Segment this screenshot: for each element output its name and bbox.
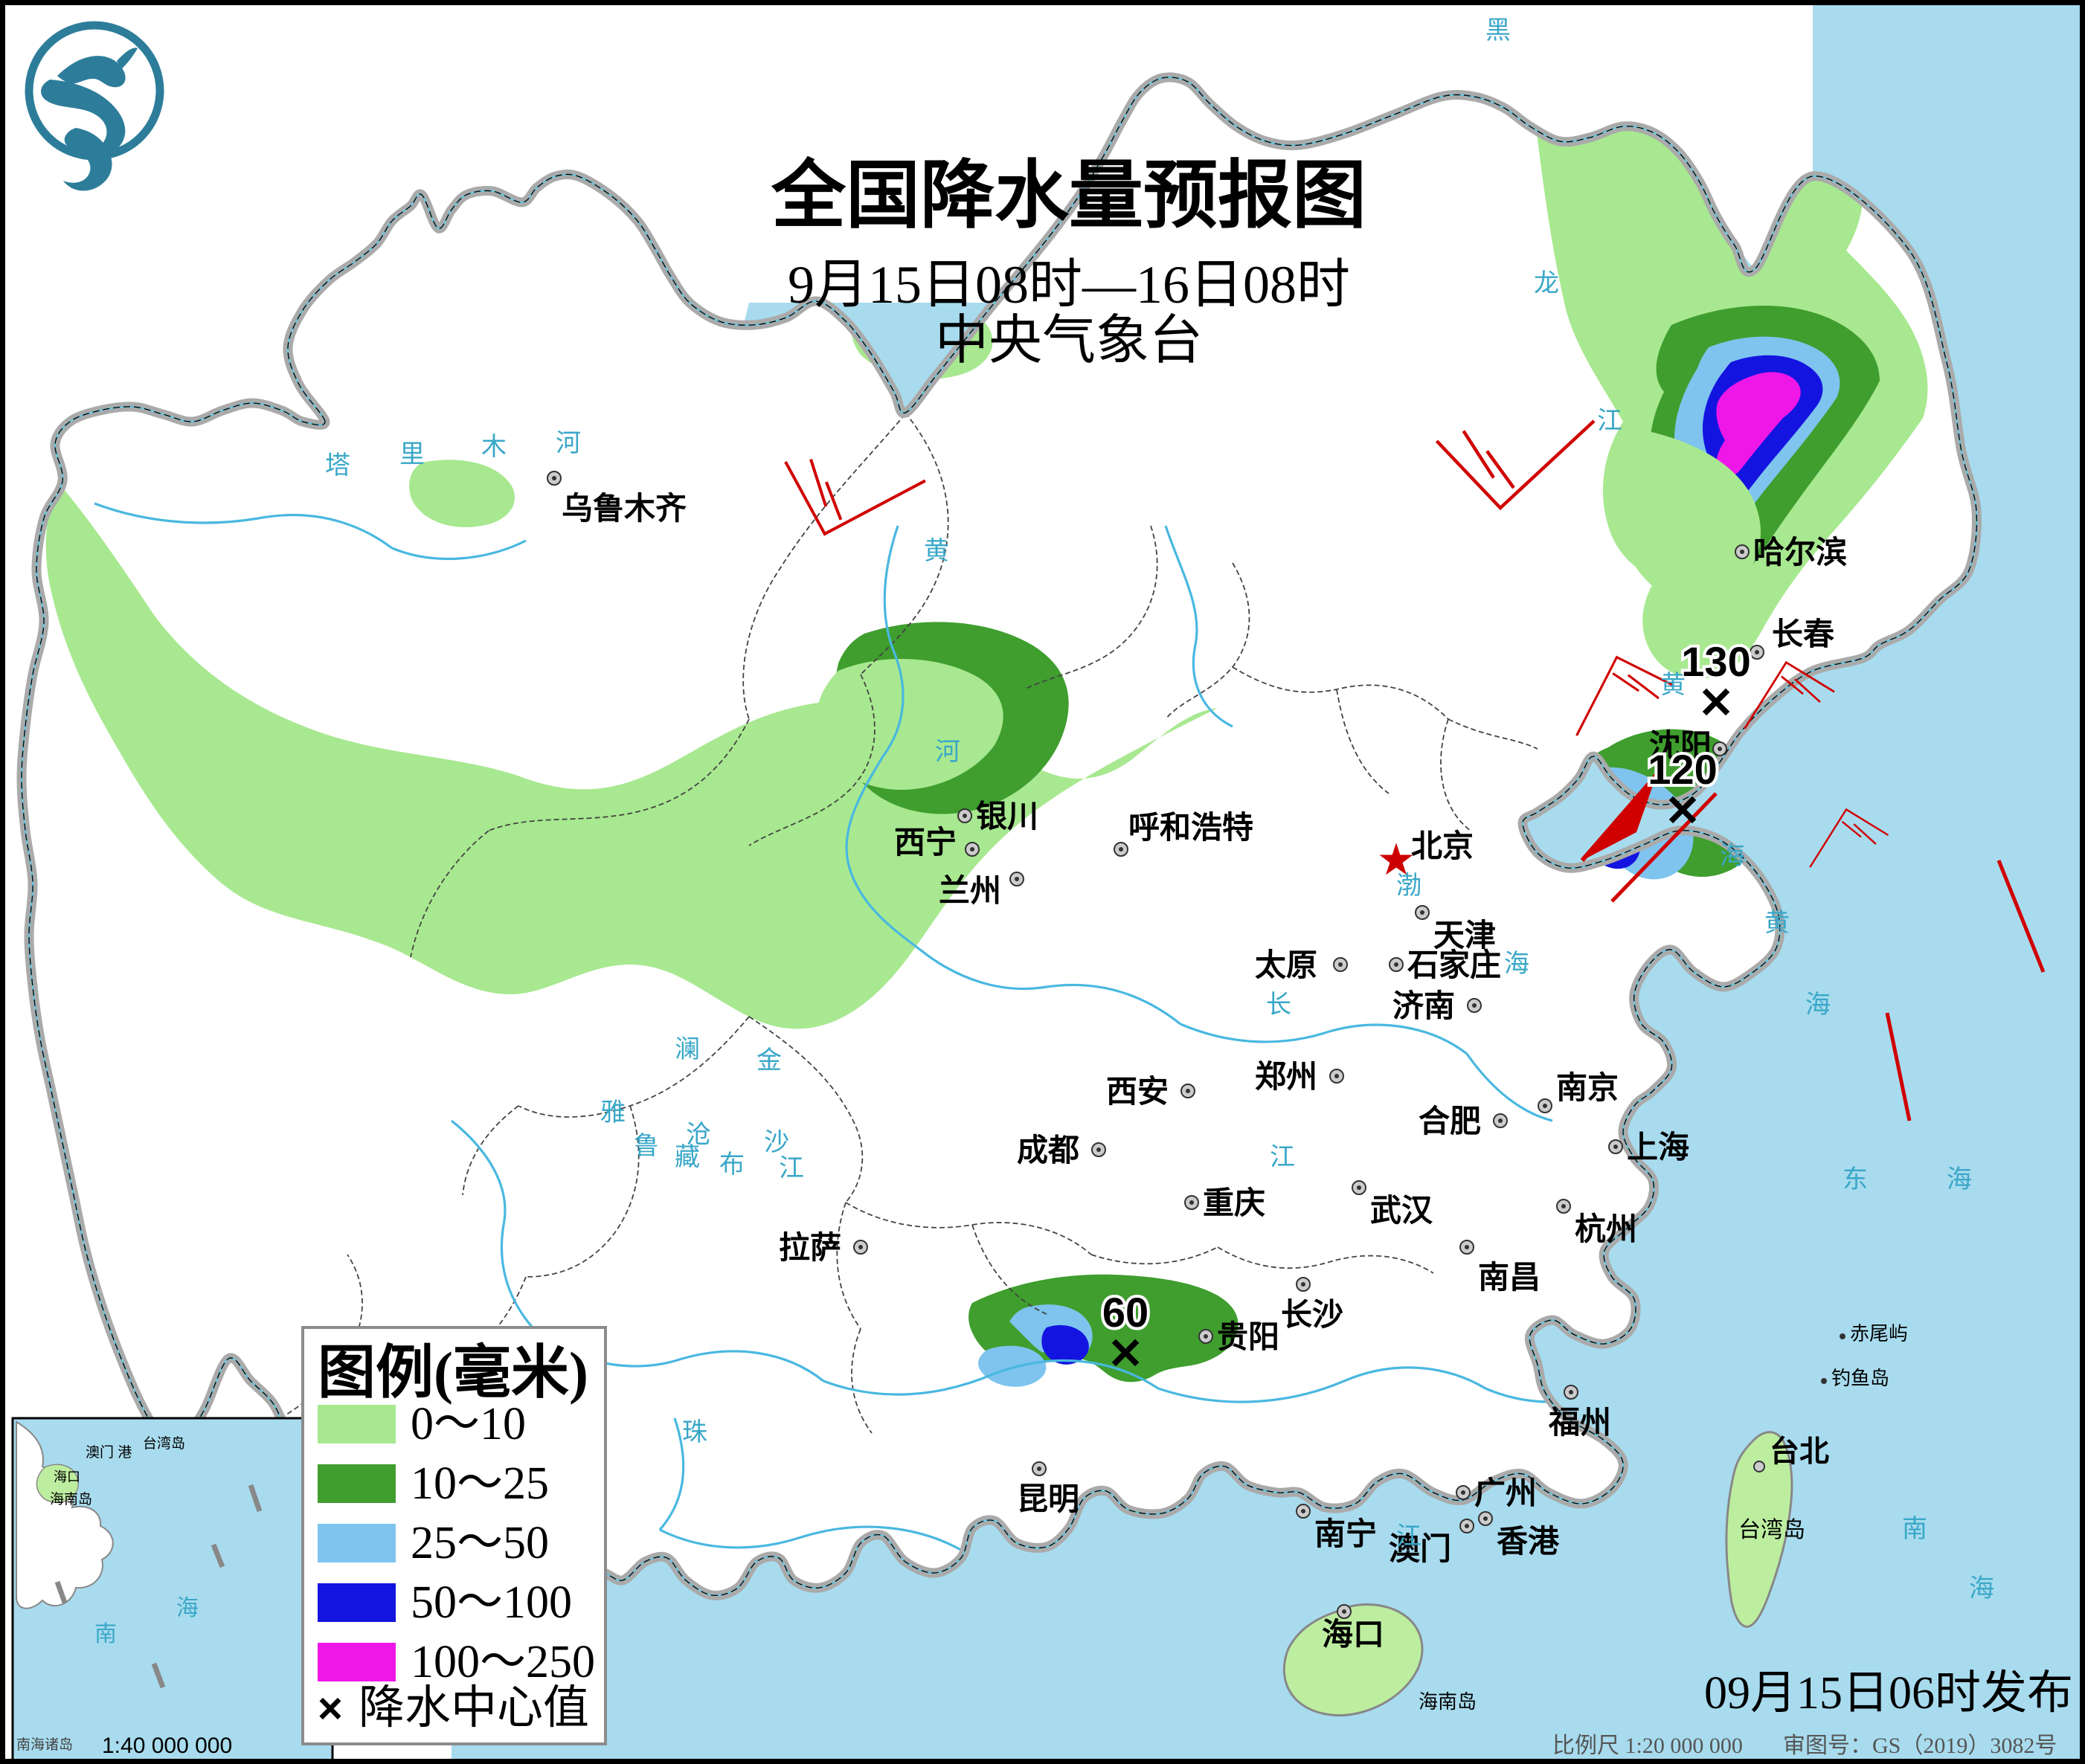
svg-text:福州: 福州 <box>1548 1405 1611 1440</box>
svg-text:✕: ✕ <box>1108 1330 1144 1378</box>
svg-text:海: 海 <box>1969 1574 1994 1603</box>
svg-text:成都: 成都 <box>1017 1133 1079 1168</box>
svg-text:海口: 海口 <box>54 1470 80 1484</box>
svg-text:哈尔滨: 哈尔滨 <box>1753 535 1847 570</box>
svg-text:西宁: 西宁 <box>894 825 957 860</box>
svg-text:长春: 长春 <box>1772 617 1834 651</box>
svg-text:里: 里 <box>399 440 425 469</box>
svg-text:澳门 港: 澳门 港 <box>86 1444 132 1461</box>
svg-text:黄: 黄 <box>924 537 949 565</box>
svg-text:昆明: 昆明 <box>1017 1481 1079 1516</box>
svg-text:兰州: 兰州 <box>939 873 1001 908</box>
svg-text:钓鱼岛: 钓鱼岛 <box>1831 1367 1889 1389</box>
svg-text:呼和浩特: 呼和浩特 <box>1128 810 1253 845</box>
svg-text:江: 江 <box>1270 1143 1295 1171</box>
svg-text:黄: 黄 <box>1764 909 1790 937</box>
svg-text:石家庄: 石家庄 <box>1407 947 1501 982</box>
svg-text:河: 河 <box>935 738 960 766</box>
svg-text:布: 布 <box>719 1150 745 1179</box>
svg-text:长沙: 长沙 <box>1281 1297 1343 1332</box>
svg-text:120: 120 <box>1648 746 1717 793</box>
svg-text:9月15日08时—16日08时: 9月15日08时—16日08时 <box>788 255 1350 315</box>
svg-text:降水中心值: 降水中心值 <box>359 1683 589 1734</box>
svg-text:杭州: 杭州 <box>1575 1211 1637 1246</box>
svg-text:雅: 雅 <box>600 1098 626 1127</box>
svg-text:渤: 渤 <box>1396 872 1421 900</box>
svg-text:重庆: 重庆 <box>1203 1185 1265 1220</box>
svg-text:沙: 沙 <box>764 1128 789 1156</box>
svg-text:海: 海 <box>1504 950 1529 978</box>
svg-text:海: 海 <box>1720 842 1745 870</box>
svg-text:鲁: 鲁 <box>634 1132 659 1160</box>
svg-text:拉萨: 拉萨 <box>779 1230 841 1265</box>
svg-text:130: 130 <box>1681 638 1750 685</box>
svg-text:黄: 黄 <box>1660 671 1686 699</box>
svg-text:上海: 上海 <box>1627 1130 1689 1165</box>
svg-text:香港: 香港 <box>1497 1524 1560 1559</box>
svg-text:广州: 广州 <box>1474 1475 1537 1510</box>
svg-text:比例尺 1:20 000 000: 比例尺 1:20 000 000 <box>1552 1734 1743 1758</box>
svg-text:60: 60 <box>1102 1289 1148 1336</box>
svg-text:南: 南 <box>1902 1515 1927 1543</box>
svg-text:海南岛: 海南岛 <box>50 1491 92 1507</box>
svg-text:澜: 澜 <box>675 1035 700 1063</box>
svg-text:北京: 北京 <box>1411 828 1474 863</box>
svg-text:台湾岛: 台湾岛 <box>1738 1518 1805 1542</box>
svg-text:江: 江 <box>1396 1522 1421 1551</box>
svg-text:乌鲁木齐: 乌鲁木齐 <box>562 491 687 526</box>
svg-text:赤尾屿: 赤尾屿 <box>1850 1322 1908 1345</box>
svg-text:✕: ✕ <box>1698 679 1735 727</box>
svg-text:10～25: 10～25 <box>411 1458 549 1509</box>
svg-text:09月15日06时发布: 09月15日06时发布 <box>1704 1668 2073 1719</box>
svg-text:郑州: 郑州 <box>1255 1059 1317 1094</box>
svg-text:南海诸岛: 南海诸岛 <box>16 1736 73 1753</box>
svg-text:海: 海 <box>1947 1165 1972 1194</box>
svg-text:南京: 南京 <box>1556 1070 1619 1105</box>
svg-text:藏: 藏 <box>675 1143 700 1171</box>
svg-text:银川: 银川 <box>976 799 1038 834</box>
svg-text:金: 金 <box>756 1046 782 1075</box>
svg-text:南: 南 <box>94 1622 117 1646</box>
svg-text:海南岛: 海南岛 <box>1419 1690 1477 1713</box>
svg-text:审图号：GS（2019）3082号: 审图号：GS（2019）3082号 <box>1783 1734 2057 1758</box>
svg-text:江: 江 <box>779 1154 804 1182</box>
svg-text:台湾岛: 台湾岛 <box>143 1435 185 1452</box>
svg-text:中央气象台: 中央气象台 <box>935 311 1203 370</box>
svg-text:海口: 海口 <box>1322 1617 1384 1652</box>
svg-text:海: 海 <box>1805 991 1831 1019</box>
svg-text:100～250: 100～250 <box>411 1637 595 1687</box>
svg-text:塔: 塔 <box>325 451 350 480</box>
svg-text:西安: 西安 <box>1106 1074 1169 1109</box>
svg-text:海: 海 <box>176 1596 199 1620</box>
svg-text:黑: 黑 <box>1485 16 1511 45</box>
svg-text:台北: 台北 <box>1770 1435 1829 1468</box>
svg-text:河: 河 <box>556 429 581 457</box>
svg-text:太原: 太原 <box>1255 947 1317 982</box>
svg-text:✕: ✕ <box>1665 787 1701 835</box>
svg-text:25～50: 25～50 <box>411 1518 549 1568</box>
svg-text:木: 木 <box>481 433 507 461</box>
svg-text:贵阳: 贵阳 <box>1217 1319 1279 1354</box>
svg-text:南昌: 南昌 <box>1478 1260 1541 1295</box>
svg-text:济南: 济南 <box>1392 988 1455 1023</box>
svg-text:东: 东 <box>1843 1165 1868 1194</box>
svg-text:0～10: 0～10 <box>411 1399 526 1449</box>
svg-text:合肥: 合肥 <box>1419 1104 1481 1139</box>
svg-text:珠: 珠 <box>682 1418 707 1446</box>
svg-text:江: 江 <box>1597 407 1622 435</box>
svg-text:图例(毫米): 图例(毫米) <box>318 1340 588 1405</box>
svg-text:50～100: 50～100 <box>411 1577 572 1628</box>
svg-text:全国降水量预报图: 全国降水量预报图 <box>771 155 1366 237</box>
svg-text:×: × <box>318 1684 343 1733</box>
svg-text:南宁: 南宁 <box>1314 1516 1377 1551</box>
svg-text:武汉: 武汉 <box>1370 1193 1433 1228</box>
svg-text:长: 长 <box>1266 991 1291 1019</box>
svg-text:1:40 000 000: 1:40 000 000 <box>102 1734 232 1758</box>
svg-text:龙: 龙 <box>1534 269 1559 297</box>
